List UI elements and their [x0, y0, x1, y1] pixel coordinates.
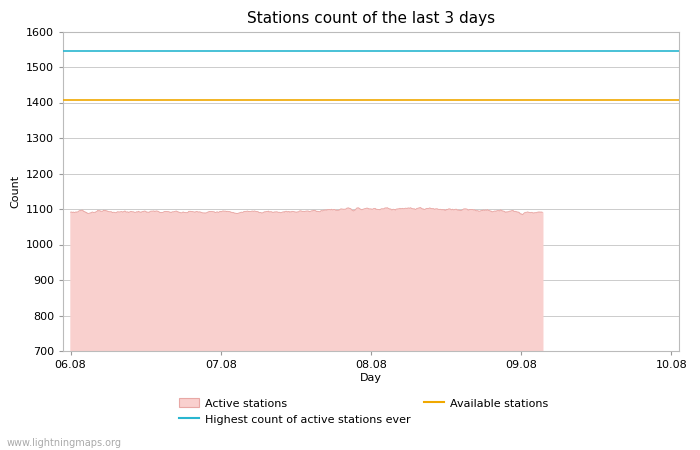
- Title: Stations count of the last 3 days: Stations count of the last 3 days: [247, 11, 495, 26]
- X-axis label: Day: Day: [360, 373, 382, 383]
- Y-axis label: Count: Count: [10, 175, 20, 208]
- Text: www.lightningmaps.org: www.lightningmaps.org: [7, 438, 122, 448]
- Legend: Active stations, Highest count of active stations ever, Available stations: Active stations, Highest count of active…: [179, 398, 548, 424]
